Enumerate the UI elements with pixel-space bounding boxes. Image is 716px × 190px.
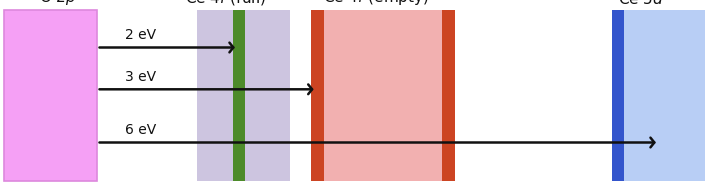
- Bar: [197, 10, 290, 180]
- Text: Ce 4$\mathit{f}$ (empty): Ce 4$\mathit{f}$ (empty): [323, 0, 429, 7]
- Bar: [612, 10, 624, 180]
- Bar: [4, 10, 97, 180]
- Text: 2 eV: 2 eV: [125, 28, 156, 42]
- Text: 3 eV: 3 eV: [125, 70, 156, 84]
- Bar: [442, 10, 455, 180]
- Text: Ce 4$\mathit{f}$ (full): Ce 4$\mathit{f}$ (full): [185, 0, 266, 7]
- Bar: [311, 10, 324, 180]
- Bar: [612, 10, 705, 180]
- Text: O 2$\mathit{p}$: O 2$\mathit{p}$: [39, 0, 77, 7]
- Text: Ce 5$\mathit{d}$: Ce 5$\mathit{d}$: [618, 0, 664, 7]
- Bar: [233, 10, 245, 180]
- Text: 6 eV: 6 eV: [125, 123, 157, 137]
- Bar: [311, 10, 455, 180]
